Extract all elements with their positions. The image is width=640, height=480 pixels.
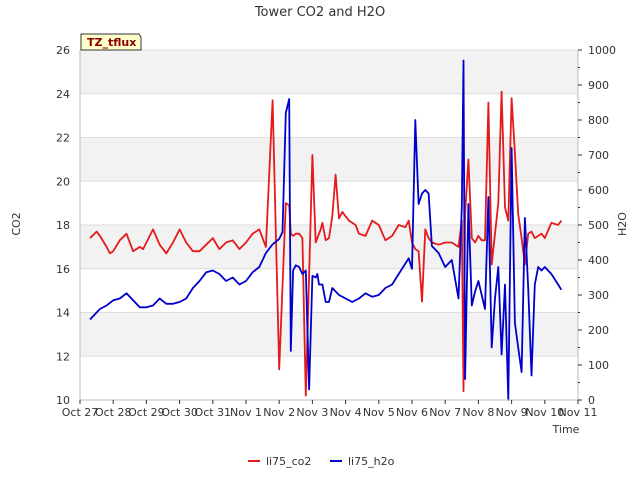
y2-tick-label: 900 [588, 79, 609, 92]
y-tick-label: 16 [56, 263, 70, 276]
x-tick-label: Nov 4 [330, 406, 362, 419]
y2-tick-label: 500 [588, 219, 609, 232]
x-tick-label: Nov 1 [230, 406, 262, 419]
series-line-li75_co2 [89, 90, 563, 397]
chart-title: Tower CO2 and H2O [254, 5, 385, 20]
y2-tick-label: 800 [588, 114, 609, 127]
y2-tick-label: 1000 [588, 44, 616, 57]
y2-tick-label: 700 [588, 149, 609, 162]
x-axis-label: Time [552, 423, 580, 436]
x-tick-label: Nov 9 [496, 406, 528, 419]
y2-tick-label: 200 [588, 324, 609, 337]
y2-tick-label: 400 [588, 254, 609, 267]
series-group [89, 59, 563, 401]
y-tick-label: 26 [56, 44, 70, 57]
y-tick-label: 10 [56, 394, 70, 407]
legend-label-h2o: li75_h2o [348, 455, 395, 468]
series-line-li75_h2o [89, 59, 563, 401]
y2-axis-label: H2O [616, 212, 629, 236]
x-tick-label: Nov 6 [396, 406, 428, 419]
y-tick-label: 18 [56, 219, 70, 232]
y-tick-label: 12 [56, 350, 70, 363]
x-tick-label: Nov 7 [429, 406, 461, 419]
y-tick-labels: 10 12 14 16 18 20 22 24 26 [56, 44, 70, 407]
y-tick-label: 24 [56, 88, 70, 101]
y2-tick-label: 300 [588, 289, 609, 302]
site-tag-label: TZ_tflux [87, 36, 136, 49]
site-tag: TZ_tflux [80, 33, 142, 51]
y2-tick-label: 0 [588, 394, 595, 407]
plot-band [80, 50, 578, 94]
x-tick-label: Nov 5 [363, 406, 395, 419]
legend-label-co2: li75_co2 [266, 455, 311, 468]
plot-band [80, 137, 578, 182]
plot-band [80, 312, 578, 357]
x-tick-label: Oct 29 [128, 406, 165, 419]
legend: li75_co2 li75_h2o [248, 455, 395, 468]
x-tick-label: Nov 3 [296, 406, 328, 419]
y2-tick-labels: 0 100 200 300 400 500 600 700 800 900 1000 [578, 44, 616, 407]
x-tick-label: Oct 28 [95, 406, 132, 419]
y-axis-label: CO2 [10, 212, 23, 235]
y-tick-label: 22 [56, 132, 70, 145]
x-tick-label: Oct 30 [161, 406, 198, 419]
y2-tick-label: 100 [588, 359, 609, 372]
x-tick-label: Nov 10 [525, 406, 564, 419]
x-tick-label: Oct 27 [62, 406, 99, 419]
x-tick-label: Nov 8 [462, 406, 494, 419]
site-tag-box [80, 33, 142, 51]
x-tick-label: Nov 2 [263, 406, 295, 419]
y-tick-label: 14 [56, 307, 70, 320]
y2-tick-label: 600 [588, 184, 609, 197]
x-tick-label: Nov 11 [559, 406, 598, 419]
y-tick-label: 20 [56, 175, 70, 188]
x-tick-label: Oct 31 [195, 406, 232, 419]
